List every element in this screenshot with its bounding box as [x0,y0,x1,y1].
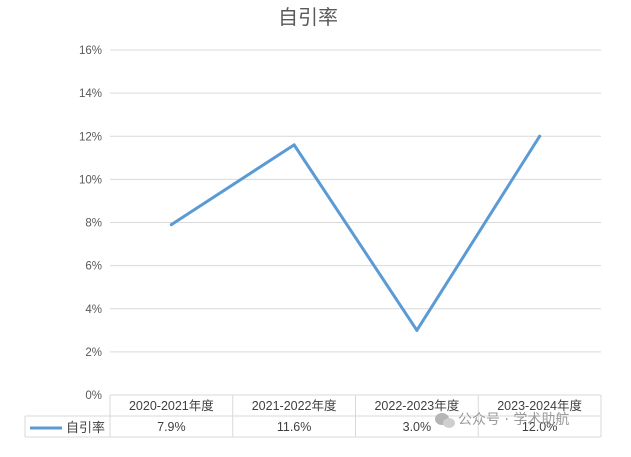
legend: 自引率 [30,420,105,436]
data-point [292,143,296,147]
x-category-label: 2023-2024年度 [497,398,582,413]
legend-label: 自引率 [66,420,105,436]
data-point [415,328,419,332]
data-table-value: 12.0% [522,420,557,434]
data-table-value: 7.9% [157,420,186,434]
data-point [169,223,173,227]
y-tick-label: 12% [79,131,102,143]
series-line [169,134,542,332]
y-tick-label: 4% [85,304,102,316]
gridlines [110,49,601,396]
chart-title: 自引率 [278,5,338,29]
x-category-label: 2020-2021年度 [129,398,214,413]
y-tick-label: 10% [79,174,102,186]
y-tick-label: 8% [85,218,102,230]
y-tick-label: 16% [79,45,102,57]
x-category-label: 2022-2023年度 [374,398,459,413]
data-point [538,134,542,138]
y-axis: 0% 2% 4% 6% 8% 10% 12% 14% 16% [79,45,102,402]
watermark: 公众号 · 学术助航 [435,412,569,428]
watermark-text: 公众号 · 学术助航 [458,412,569,428]
x-category-label: 2021-2022年度 [252,398,337,413]
y-tick-label: 0% [85,390,102,402]
y-tick-label: 14% [79,88,102,100]
y-tick-label: 6% [85,261,102,273]
y-tick-label: 2% [85,347,102,359]
data-table-value: 3.0% [403,420,432,434]
data-table-value: 11.6% [277,420,312,434]
data-table: 2020-2021年度 7.9% 2021-2022年度 11.6% 2022-2023… [24,394,602,438]
series-layer [169,134,542,332]
wechat-icon [435,413,455,428]
